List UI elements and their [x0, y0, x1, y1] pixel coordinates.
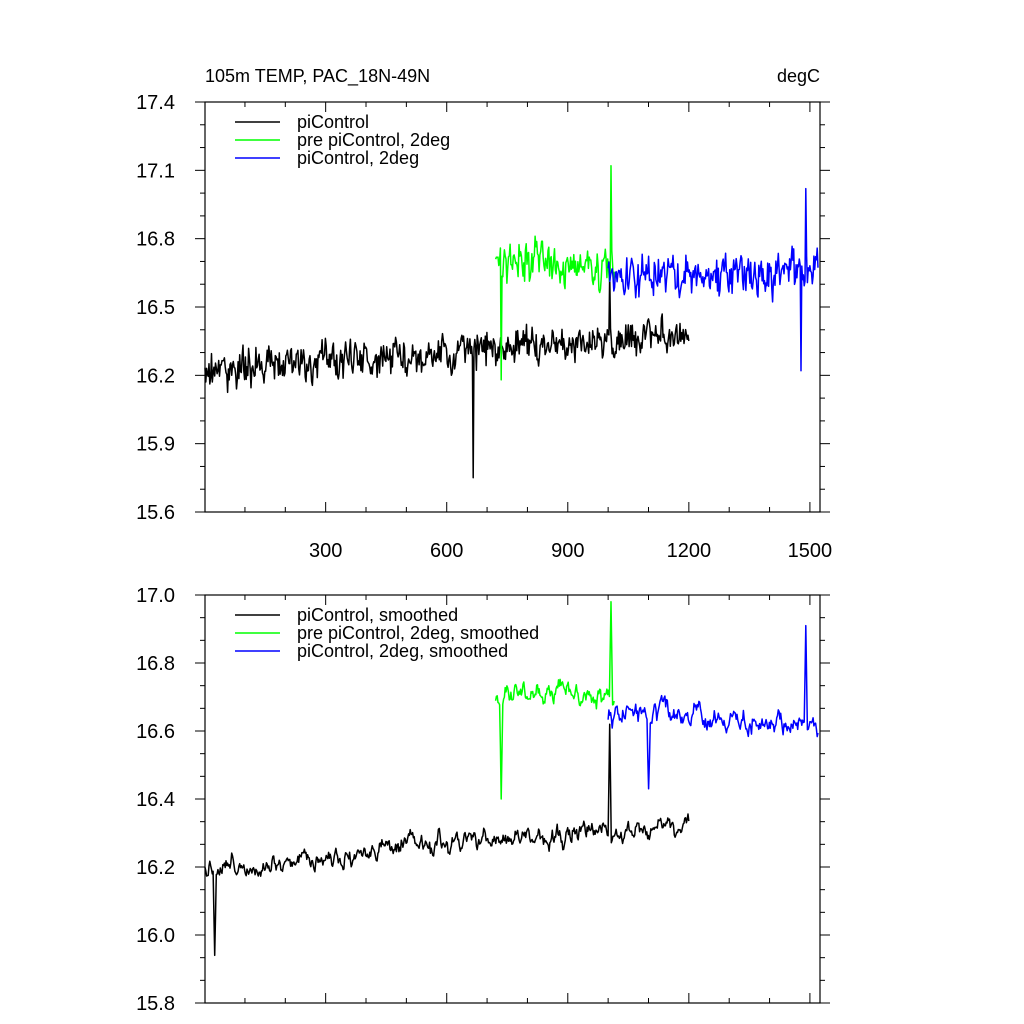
series-line-pre-picontrol-2deg-smoothed	[494, 601, 615, 800]
top-panel: 105m TEMP, PAC_18N-49N degC 300 600 900 120…	[136, 66, 832, 562]
tick-group: 300 600 900 1200 1500 15.6 15.9 16.2 16.5 16.8 17.…	[136, 92, 832, 562]
legend-label: pre piControl, 2deg	[297, 130, 450, 150]
legend-label: piControl, 2deg	[297, 148, 419, 168]
y-tick-label: 16.5	[136, 297, 175, 319]
series-line-picontrol	[204, 272, 690, 479]
y-tick-label: 15.9	[136, 434, 175, 456]
legend-label: piControl, 2deg, smoothed	[297, 641, 508, 661]
y-tick-label: 16.2	[136, 365, 175, 387]
y-tick-label: 17.0	[136, 585, 175, 607]
y-tick-label: 16.8	[136, 653, 175, 675]
series-line-picontrol-2deg	[607, 187, 819, 372]
x-tick-label: 300	[309, 540, 342, 562]
x-tick-label: 1500	[788, 540, 833, 562]
y-tick-label: 16.4	[136, 789, 175, 811]
x-tick-label: 1200	[667, 540, 712, 562]
x-tick-label: 600	[430, 540, 463, 562]
series-line-picontrol-2deg-smoothed	[607, 624, 819, 790]
series-line-picontrol-smoothed	[204, 723, 690, 957]
y-tick-label: 16.0	[136, 925, 175, 947]
x-tick-label: 900	[551, 540, 584, 562]
legend-label: piControl	[297, 112, 369, 132]
y-tick-label: 15.6	[136, 502, 175, 524]
series-group	[204, 165, 819, 479]
y-tick-label: 17.1	[136, 160, 175, 182]
chart-title: 105m TEMP, PAC_18N-49N	[205, 66, 430, 87]
legend-label: pre piControl, 2deg, smoothed	[297, 623, 539, 643]
y-tick-label: 15.8	[136, 993, 175, 1015]
y-tick-label: 16.2	[136, 857, 175, 879]
series-group	[204, 601, 819, 957]
tick-group: 15.8 16.0 16.2 16.4 16.6 16.8 17.0	[136, 585, 830, 1015]
legend-label: piControl, smoothed	[297, 605, 458, 625]
bottom-panel: 15.8 16.0 16.2 16.4 16.6 16.8 17.0 piControl, …	[136, 585, 830, 1015]
y-tick-label: 16.6	[136, 721, 175, 743]
units-label: degC	[777, 66, 820, 86]
y-tick-label: 17.4	[136, 92, 175, 114]
series-line-pre-picontrol-2deg	[494, 165, 615, 381]
y-tick-label: 16.8	[136, 229, 175, 251]
